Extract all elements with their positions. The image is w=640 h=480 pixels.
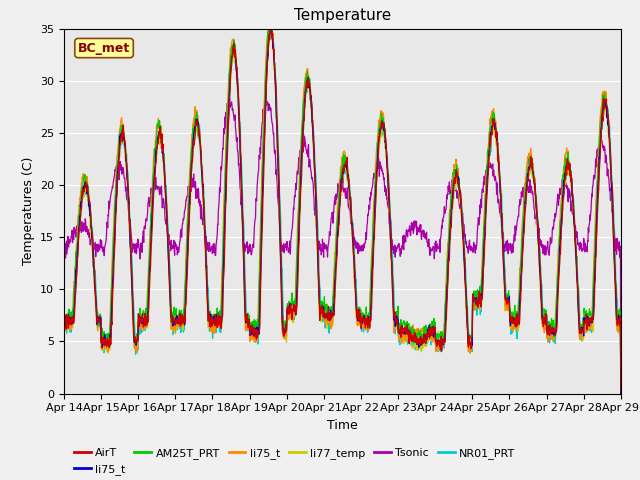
Text: BC_met: BC_met [78,42,130,55]
Y-axis label: Temperatures (C): Temperatures (C) [22,157,35,265]
Legend: AirT, li75_t, AM25T_PRT, li75_t, li77_temp, Tsonic, NR01_PRT: AirT, li75_t, AM25T_PRT, li75_t, li77_te… [70,444,520,479]
Title: Temperature: Temperature [294,9,391,24]
X-axis label: Time: Time [327,419,358,432]
